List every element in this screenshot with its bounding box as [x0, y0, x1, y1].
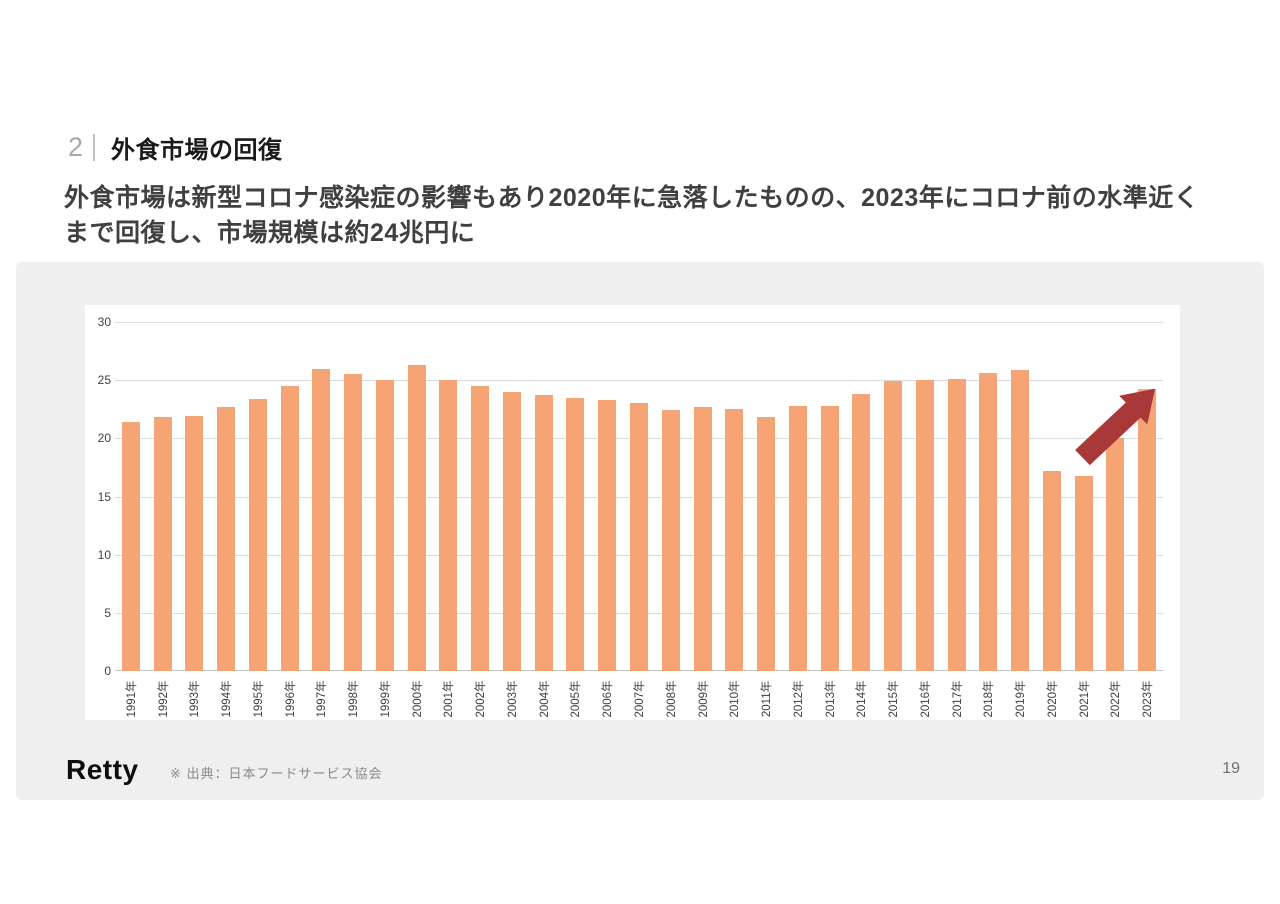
xtick-2006年: 2006年: [602, 680, 615, 718]
xtick-1999年: 1999年: [379, 680, 392, 718]
xtick-1993年: 1993年: [189, 680, 202, 718]
bar-2023年: [1138, 389, 1157, 671]
bar-1992年: [153, 417, 172, 671]
ytick-5: 5: [104, 605, 111, 620]
xtick-2021年: 2021年: [1078, 680, 1091, 718]
bar-1995年: [248, 398, 267, 671]
xtick-2014年: 2014年: [856, 680, 869, 718]
bar-2015年: [884, 381, 903, 671]
bar-2008年: [661, 410, 680, 671]
bar-2016年: [915, 380, 934, 671]
bar-2012年: [788, 405, 807, 671]
xtick-2008年: 2008年: [665, 680, 678, 718]
page-title: 外食市場の回復: [111, 137, 283, 164]
xtick-2000年: 2000年: [411, 680, 424, 718]
xtick-2017年: 2017年: [951, 680, 964, 718]
xtick-2011年: 2011年: [761, 680, 774, 718]
bar-2002年: [471, 385, 490, 671]
xtick-2022年: 2022年: [1110, 680, 1123, 718]
bar-2001年: [439, 380, 458, 671]
xtick-2010年: 2010年: [729, 680, 742, 718]
bar-2005年: [566, 397, 585, 671]
bar-2018年: [979, 373, 998, 671]
xtick-2004年: 2004年: [538, 680, 551, 718]
chart-card: 0 5 10 15 20 25 30 1991年 1992年 1993年 1994年 1995年 199…: [85, 305, 1180, 720]
bar-2009年: [693, 406, 712, 671]
bar-2019年: [1011, 369, 1030, 671]
slide-header: 2 外食市場の回復: [68, 130, 283, 165]
trend-up-arrow: [1075, 388, 1156, 466]
ytick-25: 25: [97, 373, 111, 388]
ytick-15: 15: [97, 489, 111, 504]
bar-1997年: [312, 368, 331, 671]
xtick-1992年: 1992年: [157, 680, 170, 718]
xtick-1998年: 1998年: [348, 680, 361, 718]
source-note: ※ 出典：日本フードサービス協会: [170, 766, 383, 781]
xtick-2016年: 2016年: [919, 680, 932, 718]
xtick-2020年: 2020年: [1046, 680, 1059, 718]
xtick-1994年: 1994年: [221, 680, 234, 718]
bar-1999年: [375, 380, 394, 671]
gridline-25: [115, 380, 1163, 382]
gridline-30: [115, 322, 1163, 323]
page-number: 19: [1222, 760, 1240, 777]
xtick-2003年: 2003年: [506, 680, 519, 718]
xtick-1996年: 1996年: [284, 680, 297, 718]
bar-1994年: [217, 406, 236, 671]
xtick-2012年: 2012年: [792, 680, 805, 718]
ytick-20: 20: [97, 431, 111, 446]
bar-2004年: [534, 395, 553, 671]
ytick-10: 10: [97, 547, 111, 562]
bar-2011年: [757, 417, 776, 671]
bar-2006年: [598, 399, 617, 671]
bar-1991年: [121, 422, 140, 671]
slide-subtitle: 外食市場は新型コロナ感染症の影響もあり2020年に急落したものの、2023年にコ…: [64, 184, 1200, 247]
bar-2022年: [1106, 438, 1125, 671]
xtick-1991年: 1991年: [125, 680, 138, 718]
header-divider: [93, 134, 96, 161]
section-number: 2: [68, 132, 84, 162]
xtick-2007年: 2007年: [634, 680, 646, 718]
bar-2010年: [725, 409, 744, 671]
bar-1998年: [344, 374, 363, 671]
retty-logo: Retty: [66, 754, 139, 785]
bar-2017年: [947, 379, 966, 671]
xtick-2013年: 2013年: [824, 680, 837, 718]
bar-2000年: [407, 365, 426, 671]
xtick-2023年: 2023年: [1142, 680, 1155, 718]
xtick-2018年: 2018年: [983, 680, 996, 718]
ytick-30: 30: [97, 315, 111, 329]
bar-1996年: [280, 385, 299, 671]
bar-2013年: [820, 405, 839, 671]
bar-chart: 0 5 10 15 20 25 30 1991年 1992年 1993年 1994年 1995年 199…: [85, 305, 1180, 720]
bar-2003年: [502, 391, 521, 671]
bar-1993年: [185, 416, 204, 671]
chart-section-panel: 0 5 10 15 20 25 30 1991年 1992年 1993年 1994年 1995年 199…: [16, 262, 1264, 800]
ytick-0: 0: [104, 664, 111, 678]
xtick-2015年: 2015年: [888, 680, 901, 718]
xtick-2001年: 2001年: [443, 680, 456, 718]
plot-area: 0 5 10 15 20 25 30 1991年 1992年 1993年 1994年 1995年 199…: [98, 315, 1163, 718]
bar-2021年: [1074, 475, 1093, 671]
xtick-1995年: 1995年: [252, 680, 265, 718]
bar-2007年: [630, 403, 648, 671]
xtick-2019年: 2019年: [1015, 680, 1028, 718]
bar-2020年: [1042, 470, 1061, 671]
xtick-1997年: 1997年: [316, 680, 329, 718]
bar-2014年: [852, 394, 871, 671]
xtick-2005年: 2005年: [570, 680, 583, 718]
xtick-2002年: 2002年: [475, 680, 488, 718]
xtick-2009年: 2009年: [697, 680, 710, 718]
